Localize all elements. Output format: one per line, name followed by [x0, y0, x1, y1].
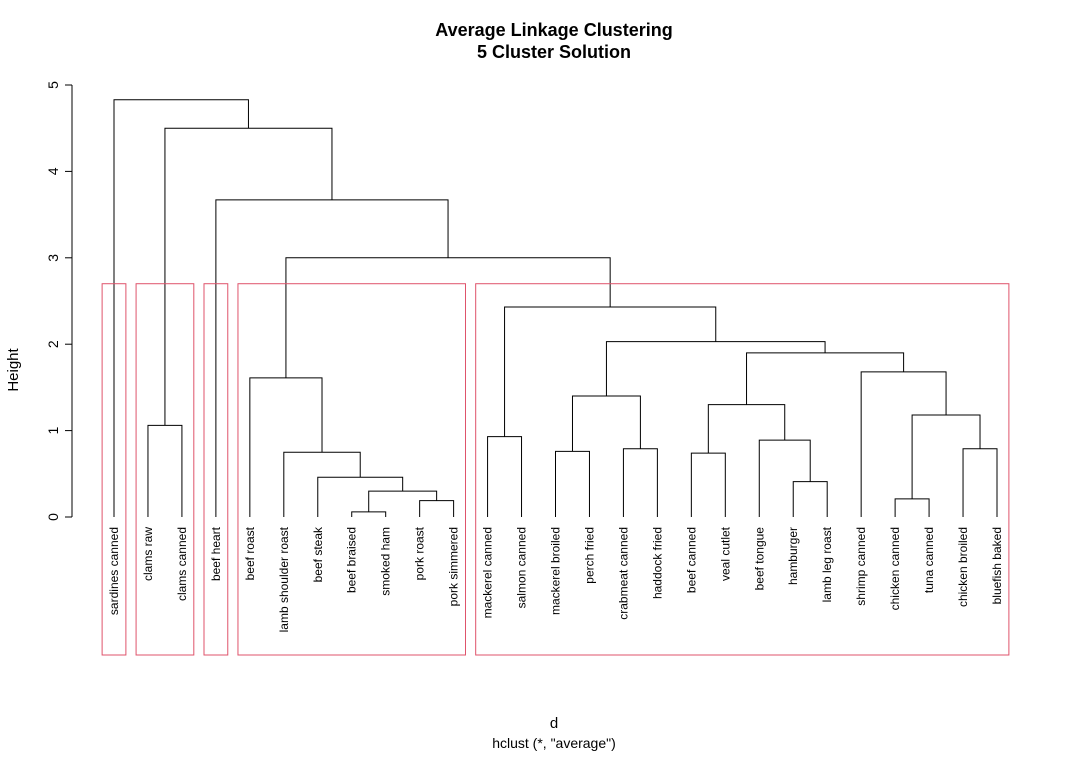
leaf-label: clams canned: [175, 527, 189, 601]
x-axis-label: d: [550, 715, 558, 732]
merge-link: [164, 127, 333, 426]
leaf-label: chicken broiled: [956, 527, 970, 607]
merge-link: [113, 99, 249, 517]
cluster-rect: [475, 283, 1010, 656]
leaf-label: pork roast: [413, 526, 427, 580]
y-tick-label: 2: [45, 340, 61, 348]
cluster-rect: [203, 283, 229, 656]
merge-link: [419, 500, 455, 517]
leaf-label: tuna canned: [922, 527, 936, 593]
merge-link: [758, 439, 811, 517]
merge-link: [571, 395, 641, 452]
merge-link: [249, 377, 323, 517]
y-tick-label: 0: [45, 513, 61, 521]
merge-link: [690, 452, 726, 517]
leaf-label: veal cutlet: [718, 526, 732, 581]
leaf-label: perch fried: [582, 527, 596, 584]
leaf-label: salmon canned: [515, 527, 529, 608]
leaf-label: beef roast: [243, 526, 257, 580]
merge-link: [605, 341, 826, 397]
y-axis-label: Height: [5, 347, 22, 391]
merge-link: [555, 450, 590, 517]
merge-link: [504, 306, 717, 437]
cluster-rect: [237, 283, 467, 656]
merge-link: [351, 511, 387, 517]
leaf-label: pork simmered: [447, 527, 461, 606]
leaf-label: beef braised: [345, 527, 359, 593]
leaf-label: beef heart: [209, 526, 223, 581]
y-tick-label: 1: [45, 426, 61, 434]
leaf-label: lamb leg roast: [820, 526, 834, 602]
leaf-label: sardines canned: [107, 527, 121, 615]
merge-link: [894, 498, 930, 517]
merge-link: [487, 436, 523, 517]
caption: hclust (*, "average"): [492, 735, 616, 751]
y-tick-label: 5: [45, 81, 61, 89]
merge-link: [285, 257, 611, 378]
merge-link: [707, 404, 786, 454]
merge-link: [317, 476, 404, 517]
leaf-label: lamb shoulder roast: [277, 526, 291, 632]
leaf-label: shrimp canned: [854, 527, 868, 606]
leaf-label: bluefish baked: [990, 527, 1004, 604]
cluster-rect: [135, 283, 195, 656]
merge-link: [911, 414, 981, 499]
chart-title: Average Linkage Clustering: [435, 20, 672, 40]
leaf-label: haddock fried: [650, 527, 664, 599]
merge-link: [746, 352, 905, 405]
leaf-label: beef tongue: [752, 527, 766, 591]
merge-link: [962, 448, 998, 517]
merge-link: [147, 424, 183, 517]
y-tick-label: 4: [45, 167, 61, 175]
leaf-label: beef canned: [684, 527, 698, 593]
merge-link: [860, 371, 947, 517]
merge-link: [215, 199, 449, 517]
leaf-label: chicken canned: [888, 527, 902, 610]
merge-link: [792, 481, 828, 517]
merge-link: [283, 451, 361, 517]
leaf-label: clams raw: [141, 527, 155, 581]
leaf-label: hamburger: [786, 527, 800, 585]
leaf-label: mackerel broiled: [549, 527, 563, 615]
chart-subtitle: 5 Cluster Solution: [477, 42, 631, 62]
leaf-label: smoked ham: [379, 527, 393, 596]
leaf-label: beef steak: [311, 526, 325, 582]
leaf-label: mackerel canned: [481, 527, 495, 618]
y-tick-label: 3: [45, 254, 61, 262]
cluster-rect: [101, 283, 127, 656]
merge-link: [622, 448, 658, 517]
merge-link: [368, 490, 438, 512]
leaf-label: crabmeat canned: [616, 527, 630, 620]
